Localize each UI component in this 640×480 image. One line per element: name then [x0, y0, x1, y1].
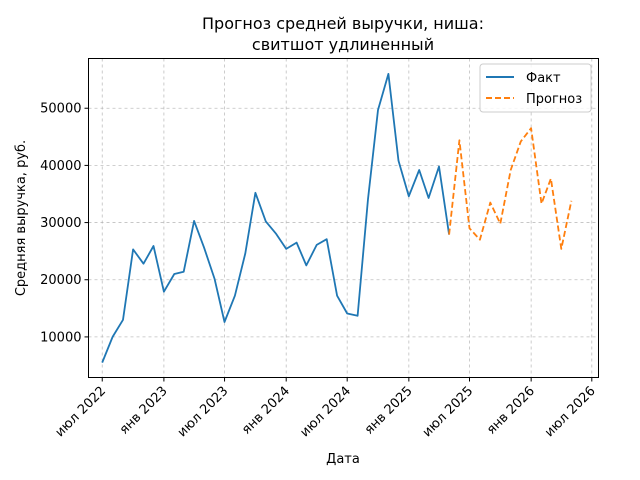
y-tick-label: 10000: [40, 330, 81, 345]
legend-label-fact: Факт: [526, 71, 561, 86]
series-line-forecast: [448, 127, 573, 250]
legend-label-forecast: Прогноз: [526, 92, 582, 107]
y-tick-label: 20000: [40, 273, 81, 288]
x-tick-label: июл 2024: [298, 384, 355, 441]
plot-area-frame: [88, 58, 599, 378]
y-tick-label: 30000: [40, 216, 81, 231]
x-tick-label: янв 2023: [117, 384, 171, 438]
x-tick-label: янв 2024: [239, 384, 293, 438]
series-line-fact: [101, 73, 450, 363]
chart-title-line-1: Прогноз средней выручки, ниша:: [202, 14, 484, 33]
x-tick-label: июл 2025: [420, 384, 477, 441]
y-axis-label: Средняя выручка, руб.: [14, 140, 29, 296]
x-axis-label: Дата: [326, 452, 360, 467]
x-tick-label: июл 2026: [542, 384, 599, 441]
y-tick-label: 40000: [40, 159, 81, 174]
grid-lines: [88, 58, 599, 378]
legend: Факт Прогноз: [479, 63, 592, 113]
y-tick-label: 50000: [40, 102, 81, 117]
x-tick-label: янв 2025: [362, 384, 416, 438]
x-tick-label: июл 2022: [53, 384, 110, 441]
y-axis: 10000 20000 30000 40000 50000: [40, 102, 89, 345]
x-tick-label: июл 2023: [175, 384, 232, 441]
x-tick-label: янв 2026: [484, 384, 538, 438]
x-axis: июл 2022 янв 2023 июл 2023 янв 2024 июл 2024…: [53, 377, 599, 441]
chart-title-line-2: свитшот удлиненный: [252, 35, 434, 54]
series-layer: [101, 73, 573, 363]
